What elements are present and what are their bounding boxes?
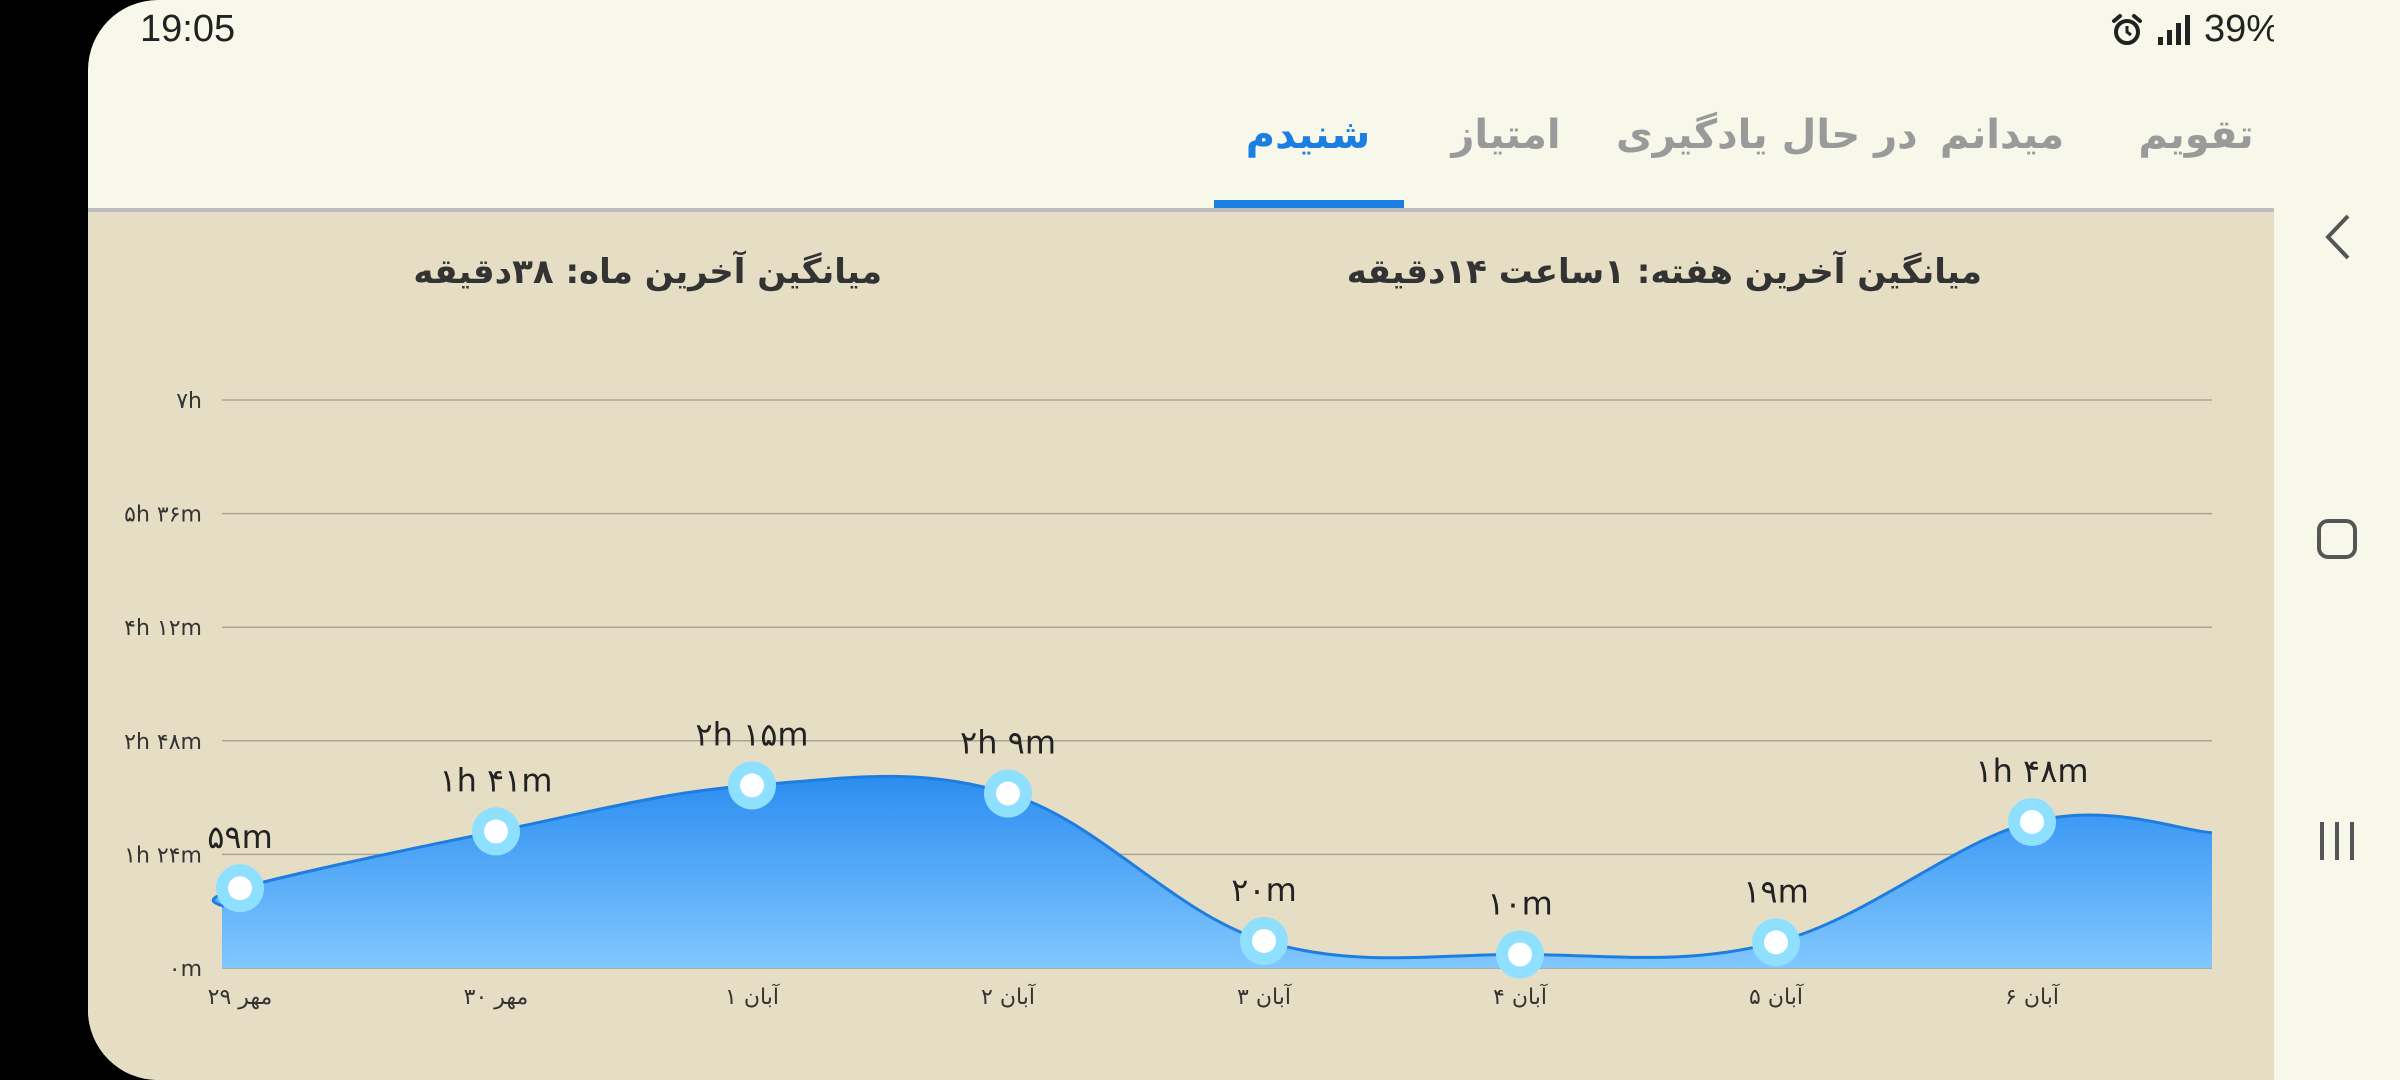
clock: 19:05 bbox=[140, 8, 236, 50]
tab-score[interactable]: امتیاز bbox=[1451, 112, 1561, 158]
x-tick-label: ۲۹ مهر bbox=[208, 985, 273, 1010]
tabs-divider bbox=[88, 208, 2274, 212]
y-tick-label: ۱h ۲۴m bbox=[124, 843, 202, 868]
app-screen: 19:05 39% bbox=[88, 0, 2400, 1080]
tab-bar: تقویم میدانم در حال یادگیری امتیاز شنیدم bbox=[88, 62, 2274, 210]
data-label: ۵۹m bbox=[207, 818, 273, 856]
x-tick-label: ۴ آبان bbox=[1493, 983, 1548, 1010]
data-label: ۱۰m bbox=[1487, 884, 1553, 922]
recents-icon bbox=[2316, 820, 2358, 866]
x-tick-label: ۱ آبان bbox=[725, 983, 780, 1010]
listening-time-chart: ۰m ۱h ۲۴m ۲h ۴۸m ۴h ۱۲m ۵h ۳۶m ۷h ۵۹m ۱h ۴۱m ۲h… bbox=[124, 389, 2213, 1010]
recents-button[interactable] bbox=[2274, 798, 2400, 888]
x-tick-label: ۲ آبان bbox=[981, 983, 1036, 1010]
home-button[interactable] bbox=[2274, 496, 2400, 586]
area-series-line bbox=[211, 774, 2213, 960]
tab-learning[interactable]: در حال یادگیری bbox=[1616, 112, 1918, 158]
chevron-left-icon bbox=[2322, 212, 2352, 266]
data-point-center bbox=[1764, 930, 1788, 955]
data-label: ۱h ۴۸m bbox=[1975, 752, 2088, 790]
alarm-icon bbox=[2110, 13, 2144, 47]
tab-indicator bbox=[1214, 200, 1404, 208]
y-tick-label: ۲h ۴۸m bbox=[124, 730, 202, 755]
status-bar: 19:05 39% bbox=[88, 0, 2400, 62]
signal-icon bbox=[2157, 14, 2190, 45]
data-point-center bbox=[228, 876, 252, 901]
square-icon bbox=[2316, 518, 2358, 564]
x-tick-label: ۶ آبان bbox=[2005, 983, 2060, 1010]
data-label: ۲۰m bbox=[1231, 871, 1297, 909]
area-series bbox=[213, 776, 2212, 968]
data-point-center bbox=[1252, 928, 1276, 953]
data-point-center bbox=[484, 819, 508, 844]
tab-calendar[interactable]: تقویم bbox=[2138, 112, 2254, 158]
data-label: ۱۹m bbox=[1743, 872, 1809, 910]
weekly-average: میانگین آخرین هفته: ۱ساعت ۱۴دقیقه bbox=[1346, 252, 1982, 292]
data-point-center bbox=[996, 781, 1020, 806]
monthly-average: میانگین آخرین ماه: ۳۸دقیقه bbox=[413, 252, 882, 292]
y-tick-label: ۰m bbox=[169, 957, 202, 982]
x-tick-label: ۳۰ مهر bbox=[464, 985, 529, 1010]
y-tick-label: ۷h bbox=[176, 389, 202, 414]
x-tick-label: ۵ آبان bbox=[1749, 983, 1804, 1010]
y-tick-label: ۴h ۱۲m bbox=[124, 616, 202, 641]
x-tick-label: ۳ آبان bbox=[1237, 983, 1292, 1010]
navigation-bar bbox=[2274, 0, 2400, 1080]
tab-known[interactable]: میدانم bbox=[1939, 112, 2065, 158]
data-label: ۱h ۴۱m bbox=[439, 761, 552, 799]
content-panel: میانگین آخرین هفته: ۱ساعت ۱۴دقیقه میانگی… bbox=[88, 212, 2274, 1080]
tab-heard[interactable]: شنیدم bbox=[1245, 112, 1371, 158]
battery-percent: 39% bbox=[2203, 8, 2280, 50]
data-point-center bbox=[740, 773, 764, 798]
data-label: ۲h ۹m bbox=[960, 724, 1056, 762]
data-label: ۲h ۱۵m bbox=[695, 715, 808, 753]
back-button[interactable] bbox=[2274, 194, 2400, 284]
data-point-center bbox=[1508, 942, 1532, 967]
data-point-center bbox=[2020, 809, 2044, 834]
y-tick-label: ۵h ۳۶m bbox=[124, 503, 202, 528]
